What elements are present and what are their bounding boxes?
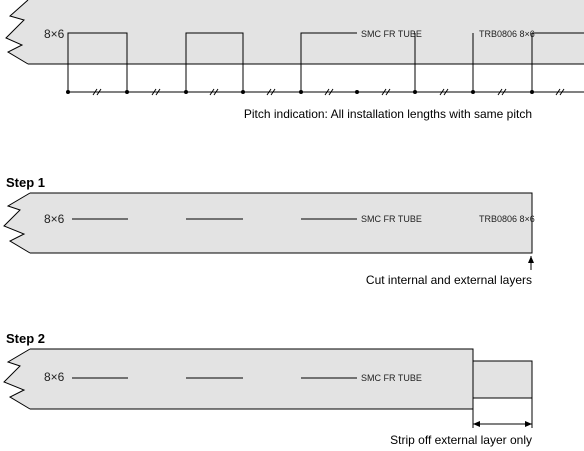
pitch-point [66,90,70,94]
step2-tube-body [4,349,473,409]
pitch-bracket-1 [67,32,128,92]
strip-arrow-left [473,421,480,427]
top-print-model: TRB0806 8×6 [479,29,535,39]
pitch-point [355,90,359,94]
step-2-section: Step 2 8×6 SMC FR TUBE Strip off externa… [3,331,533,447]
step1-tube-body [4,193,532,253]
equal-mark [439,88,449,96]
pitch-points [66,90,534,94]
step2-print-brand: SMC FR TUBE [361,373,422,383]
pitch-point [241,90,245,94]
step1-tube-break-edge [3,192,31,254]
strip-caption: Strip off external layer only [390,433,532,447]
top-tube-break-edge [5,0,29,65]
inner-layer-exposed [472,360,533,399]
pitch-point [471,90,475,94]
cut-arrow-head [528,256,534,263]
equal-mark [497,88,507,96]
equal-mark [555,88,565,96]
equal-mark [92,88,102,96]
pitch-point [413,90,417,94]
step-1-title: Step 1 [6,175,45,190]
pitch-bracket-2 [185,32,244,92]
step1-tube-outline [30,192,533,254]
pitch-point [184,90,188,94]
pitch-point [299,90,303,94]
equal-mark [324,88,334,96]
step1-print-model: TRB0806 8×6 [479,214,535,224]
step-2-title: Step 2 [6,331,45,346]
pitch-point [125,90,129,94]
step2-print-size: 8×6 [44,370,65,384]
cut-caption: Cut internal and external layers [366,273,532,287]
step2-tube-break-edge [3,348,31,410]
equal-pitch-marks [92,88,565,96]
top-print-brand: SMC FR TUBE [361,29,422,39]
pitch-bracket-3 [300,32,357,92]
step-1-section: Step 1 8×6 SMC FR TUBE TRB0806 8×6 Cut i… [3,175,535,287]
pitch-point [530,90,534,94]
step1-print-brand: SMC FR TUBE [361,214,422,224]
top-tube-body [6,0,584,64]
equal-mark [151,88,161,96]
step1-print-size: 8×6 [44,212,65,226]
equal-mark [209,88,219,96]
pitch-caption: Pitch indication: All installation lengt… [244,107,532,121]
equal-mark [266,88,276,96]
equal-mark [381,88,391,96]
strip-arrow-right [525,421,532,427]
pitch-indication-section: 8×6 SMC FR TUBE TRB0806 8×6 [5,0,584,121]
top-print-size: 8×6 [44,27,65,41]
